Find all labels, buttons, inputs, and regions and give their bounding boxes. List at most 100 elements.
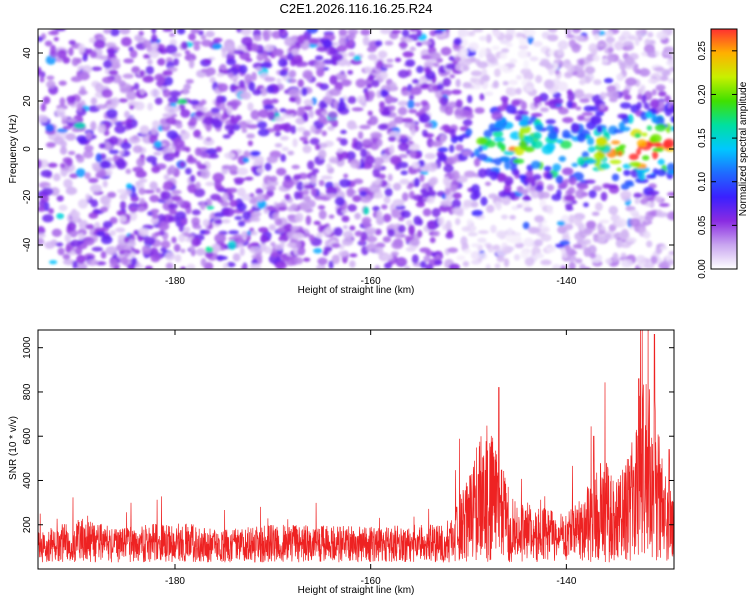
heatmap-cell: [50, 187, 60, 196]
heatmap-cell: [153, 151, 162, 156]
heatmap-cell: [297, 79, 304, 88]
heatmap-cell: [173, 58, 180, 67]
heatmap-cell: [270, 98, 279, 104]
heatmap-cell: [420, 260, 427, 269]
heatmap-cell: [187, 183, 198, 194]
heatmap-cell: [410, 238, 420, 247]
heatmap-cell: [474, 107, 485, 114]
heatmap-cell: [109, 58, 121, 64]
heatmap-cell: [477, 61, 489, 69]
heatmap-cell: [347, 70, 354, 75]
heatmap-cell: [268, 254, 281, 265]
colorbar-label: Normalized spectral amplitude: [738, 81, 749, 216]
heatmap-cell: [62, 125, 72, 130]
heatmap-cell: [303, 232, 311, 237]
heatmap-cell: [173, 138, 185, 149]
heatmap-cell: [658, 203, 670, 207]
heatmap-cell: [474, 148, 480, 157]
heatmap-cell: [505, 42, 513, 48]
heatmap-cell: [328, 156, 338, 164]
heatmap-cell: [372, 164, 383, 170]
heatmap-cell: [195, 160, 202, 167]
heatmap-cell: [129, 49, 138, 59]
heatmap-cell: [165, 44, 178, 55]
heatmap-cell: [642, 155, 650, 161]
heatmap-cell: [611, 173, 620, 182]
heatmap-cell: [178, 103, 186, 111]
heatmap-cell: [581, 151, 590, 159]
heatmap-cell: [222, 207, 235, 217]
heatmap-cell: [38, 226, 46, 236]
heatmap-cell: [540, 233, 552, 242]
heatmap-cell: [509, 215, 516, 220]
heatmap-cell: [430, 140, 443, 147]
heatmap-cell: [649, 136, 658, 143]
heatmap-cell: [560, 182, 567, 188]
heatmap-cell: [480, 196, 488, 206]
heatmap-cell: [426, 220, 435, 230]
heatmap-cell: [105, 246, 118, 256]
heatmap-cell: [168, 215, 178, 222]
heatmap-cell: [98, 143, 106, 149]
heatmap-cell: [280, 154, 287, 162]
heatmap-cell: [588, 244, 597, 255]
heatmap-cell: [454, 56, 461, 63]
heatmap-cell: [274, 143, 283, 148]
heatmap-cell: [588, 189, 597, 199]
heatmap-cell: [398, 153, 408, 159]
heatmap-cell: [349, 260, 356, 268]
heatmap-cell: [329, 75, 338, 85]
heatmap-cell: [647, 141, 660, 147]
heatmap-cell: [640, 198, 649, 205]
heatmap-cell: [512, 158, 525, 164]
x-tick-label: -160: [361, 576, 381, 587]
heatmap-cell: [579, 263, 586, 269]
heatmap-cell: [252, 89, 262, 96]
heatmap-cell: [212, 37, 223, 43]
heatmap-cell: [587, 146, 596, 153]
heatmap-cell: [491, 45, 500, 51]
heatmap-cell: [123, 251, 130, 259]
heatmap-cell: [471, 259, 481, 265]
heatmap-cell: [507, 227, 513, 236]
heatmap-cell: [364, 155, 375, 165]
heatmap-cell: [503, 258, 510, 268]
heatmap-cell: [647, 190, 660, 196]
heatmap-cell: [167, 106, 177, 115]
heatmap-cell: [419, 173, 425, 183]
heatmap-cell: [44, 40, 53, 47]
heatmap-cell: [188, 58, 195, 69]
heatmap-cell: [212, 172, 225, 183]
heatmap-cell: [175, 211, 187, 220]
heatmap-cell: [470, 77, 476, 84]
x-tick-label: -140: [556, 276, 576, 287]
heatmap-cell: [96, 230, 106, 237]
heatmap-cell: [244, 176, 254, 181]
heatmap-cell: [409, 46, 416, 52]
heatmap-cell: [206, 148, 218, 155]
heatmap-cell: [426, 196, 435, 204]
heatmap-cell: [496, 141, 503, 148]
heatmap-cell: [236, 243, 244, 248]
heatmap-cell: [411, 161, 420, 169]
heatmap-cell: [651, 89, 657, 96]
heatmap-cell: [171, 236, 177, 244]
heatmap-cell: [295, 109, 305, 117]
heatmap-cell: [583, 238, 592, 245]
heatmap-cell: [419, 108, 426, 113]
heatmap-cell: [70, 76, 83, 83]
heatmap-cell: [200, 258, 207, 267]
heatmap-cell: [292, 138, 298, 148]
heatmap-cell: [75, 57, 82, 64]
heatmap-cell: [385, 96, 397, 103]
heatmap-cell: [571, 44, 581, 53]
heatmap-cell: [145, 65, 154, 75]
heatmap-cell: [328, 46, 337, 55]
heatmap-cell: [479, 47, 487, 57]
heatmap-cell: [583, 105, 594, 112]
heatmap-cell: [276, 78, 282, 84]
heatmap-cell: [303, 105, 313, 111]
heatmap-cell: [315, 232, 323, 239]
heatmap-cell: [363, 80, 374, 85]
heatmap-cell: [266, 206, 277, 211]
